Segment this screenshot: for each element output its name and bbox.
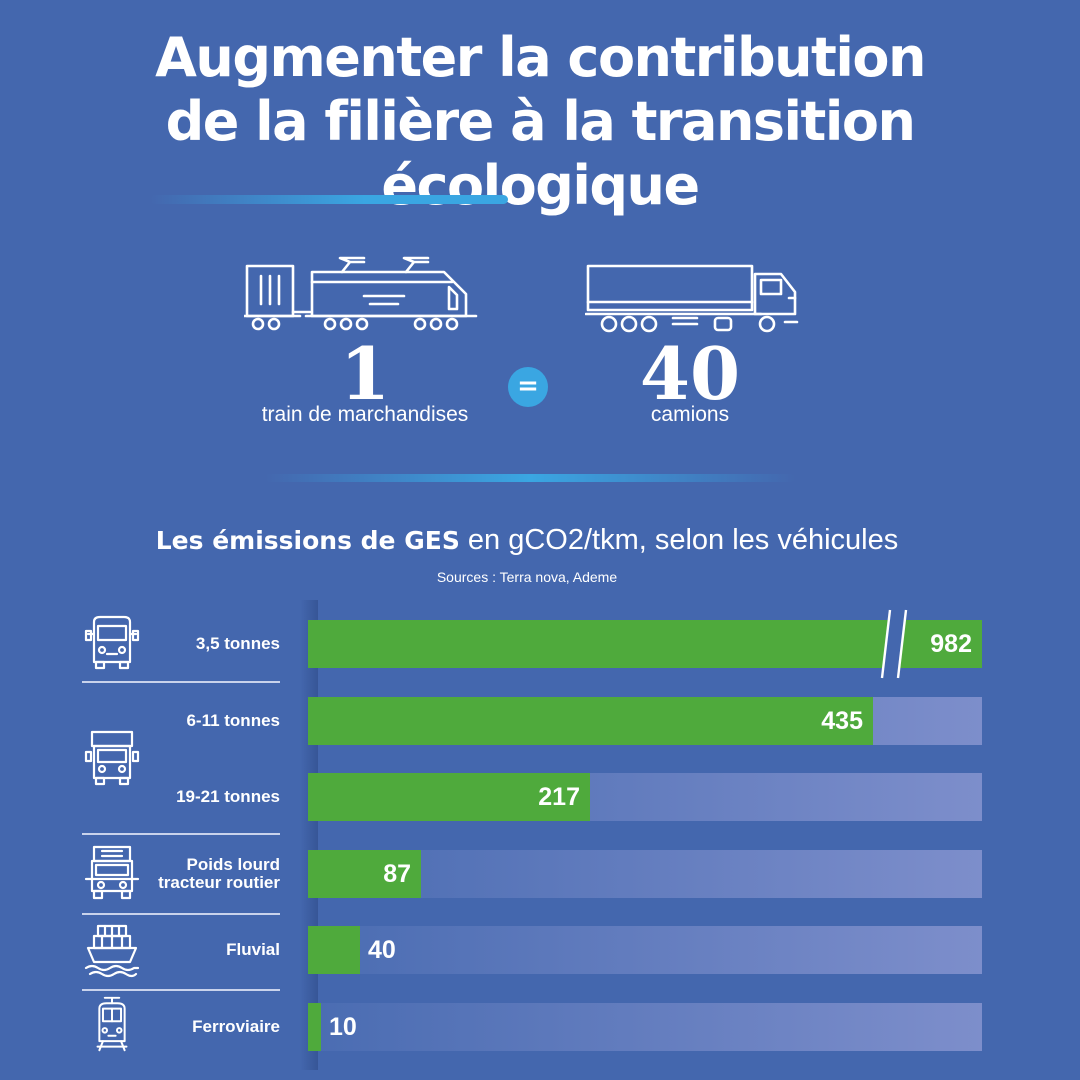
- bar-track: [308, 926, 982, 974]
- heavy-truck-icon: [84, 845, 140, 900]
- bar-value-label: 40: [368, 936, 396, 964]
- group-divider: [82, 681, 280, 683]
- category-label: Fluvial: [226, 940, 280, 959]
- box-truck-icon: [84, 730, 140, 786]
- barge-icon: [84, 924, 140, 978]
- bar-1: [308, 697, 873, 745]
- category-label: Ferroviaire: [192, 1017, 280, 1036]
- title-line-2: de la filière à la transition écologique: [165, 90, 916, 217]
- middle-divider: [265, 474, 795, 482]
- truck-caption: camions: [650, 403, 730, 426]
- truck-count: 40: [639, 331, 741, 416]
- bar-0: [308, 620, 982, 668]
- chart-sources: Sources : Terra nova, Ademe: [436, 569, 618, 585]
- bar-value-label: 87: [383, 860, 411, 888]
- equals-badge: =: [508, 367, 548, 407]
- bar-3: [308, 850, 421, 898]
- top-divider: [150, 195, 508, 204]
- chart-title-rest: en gCO2/tkm, selon les véhicules: [459, 524, 899, 556]
- group-divider: [82, 913, 280, 915]
- bar-value-label: 217: [538, 783, 580, 811]
- chart-title: Les émissions de GES en gCO2/tkm, selon …: [0, 522, 1054, 559]
- chart-axis-shadow: [300, 600, 318, 1070]
- train-caption: train de marchandises: [261, 403, 469, 426]
- train-count: 1: [339, 331, 391, 416]
- van-icon: [84, 615, 140, 670]
- page-title: Augmenter la contribution de la filière …: [0, 26, 1080, 218]
- category-label: 3,5 tonnes: [195, 634, 280, 653]
- category-label: 6-11 tonnes: [186, 711, 280, 730]
- train-front-icon: [96, 996, 128, 1052]
- freight-train-icon: [244, 256, 478, 331]
- category-label: Poids lourd tracteur routier: [158, 855, 280, 892]
- bar-track: [308, 1003, 982, 1051]
- bar-value-label: 10: [329, 1013, 357, 1041]
- bar-value-label: 982: [930, 630, 972, 658]
- chart-title-bold: Les émissions de GES: [155, 526, 460, 555]
- bar-4: [308, 926, 360, 974]
- bar-value-label: 435: [821, 707, 863, 735]
- truck-icon: [585, 264, 799, 333]
- category-label: 19-21 tonnes: [176, 787, 280, 806]
- bar-2: [308, 773, 590, 821]
- axis-break-mark: [880, 609, 908, 679]
- title-line-1: Augmenter la contribution: [155, 26, 926, 89]
- group-divider: [82, 989, 280, 991]
- bar-5: [308, 1003, 321, 1051]
- group-divider: [82, 833, 280, 835]
